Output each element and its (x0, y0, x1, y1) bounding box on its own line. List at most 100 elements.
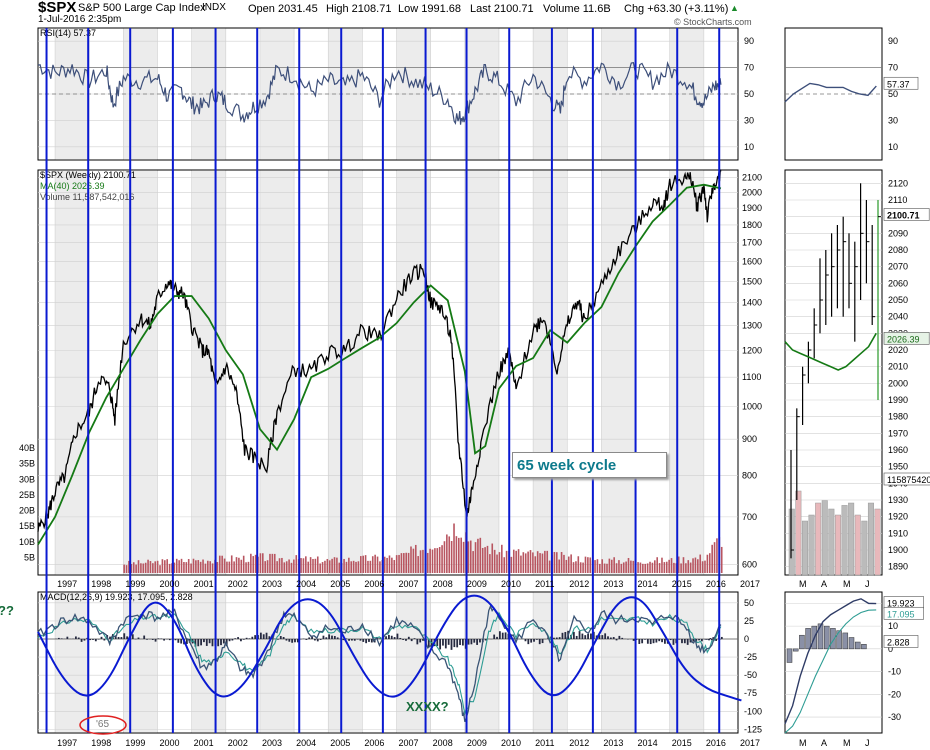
right-macd-histogram (861, 644, 867, 650)
macd-histogram-bar (598, 635, 601, 639)
macd-histogram-bar (413, 638, 416, 639)
volume-bar (697, 559, 699, 573)
volume-bar (152, 563, 154, 573)
macd-histogram-bar (681, 639, 683, 644)
volume-bar (414, 544, 417, 573)
volume-bar (300, 558, 302, 573)
volume-bar (673, 562, 675, 573)
change-up-icon: ▲ (730, 3, 739, 13)
volume-bar (708, 553, 711, 573)
macd-histogram-bar (77, 637, 80, 639)
macd-histogram-bar (575, 635, 578, 639)
macd-histogram-bar (356, 639, 359, 640)
volume-bar (711, 544, 713, 573)
macd-histogram-bar (493, 634, 496, 639)
macd-histogram-bar (581, 633, 584, 639)
volume-bar (505, 550, 508, 573)
macd-histogram-bar (652, 639, 655, 644)
volume-bar (575, 561, 577, 573)
macd-histogram-bar (618, 635, 621, 639)
volume-bar (520, 555, 522, 573)
volume-bar (319, 563, 321, 573)
macd-histogram-bar (120, 637, 123, 639)
macd-histogram-bar (131, 634, 134, 639)
volume-bar (656, 557, 658, 573)
macd-histogram-bar (203, 639, 205, 643)
volume-bar (238, 557, 240, 573)
cycle-annotation-box: 65 week cycle (512, 452, 667, 478)
volume-bar (149, 561, 152, 573)
volume-bar (183, 561, 185, 573)
volume-bar (632, 560, 635, 573)
volume-bar (589, 557, 592, 573)
volume-bar (321, 562, 324, 573)
right-month-label-price: M (799, 579, 807, 589)
price-value-tag-box (883, 208, 930, 221)
volume-bar (446, 534, 448, 573)
year-shade (259, 171, 295, 574)
right-month-label-price: J (865, 579, 870, 589)
macd-histogram-bar (686, 639, 689, 645)
right-price-tick-label: 1920 (888, 512, 908, 522)
right-macd-line (784, 598, 877, 725)
macd-histogram-bar (288, 639, 291, 642)
volume-bar (228, 561, 231, 573)
right-signal-line (784, 609, 877, 734)
volume-bar (247, 561, 250, 573)
volume-bar (374, 554, 376, 573)
macd-histogram-bar (234, 638, 237, 639)
macd-histogram-bar (319, 639, 322, 640)
volume-value-tag: 11587542016 (883, 472, 930, 486)
volume-bar (532, 552, 534, 573)
volume-bar (713, 542, 716, 573)
volume-value-tag-text: 11587542016 (887, 475, 930, 485)
macd-histogram-bar (470, 639, 473, 645)
volume-bar (135, 564, 137, 573)
macd-histogram-bar (336, 637, 339, 639)
volume-bar (625, 561, 627, 573)
volume-bar (522, 552, 525, 573)
volume-tick-label: 40B (19, 443, 35, 453)
volume-bar (453, 523, 455, 573)
macd-histogram-bar (496, 636, 498, 639)
volume-bar (553, 551, 556, 573)
volume-tick-label: 15B (19, 521, 35, 531)
volume-bar (276, 561, 278, 573)
macd-histogram-bar (705, 639, 708, 640)
volume-bar (548, 560, 551, 573)
year-label-macd: 2011 (535, 738, 554, 748)
right-rsi-line (784, 82, 877, 103)
right-volume-bar (795, 490, 802, 576)
year-shade (328, 171, 363, 574)
volume-bar (558, 559, 560, 573)
volume-bar (132, 562, 135, 573)
volume-tick-label: 10B (19, 537, 35, 547)
ma40-line (37, 183, 722, 546)
volume-bar (221, 555, 223, 573)
volume-bar (123, 564, 125, 573)
macd-histogram-bar (328, 634, 331, 639)
volume-bar (639, 562, 642, 573)
volume-bar (202, 559, 204, 573)
macd-histogram-bar (527, 639, 530, 645)
right-month-label-macd: A (821, 738, 827, 748)
year-label-macd: 2003 (262, 738, 282, 748)
year-shade (464, 171, 499, 574)
macd-value-tag-text: 19.923 (887, 599, 915, 609)
circled-annotation: '65 (96, 719, 110, 730)
volume-bar (352, 560, 355, 573)
volume-bar (357, 561, 360, 573)
year-shade (533, 171, 568, 574)
volume-bar (694, 557, 697, 573)
macd-histogram-bar (578, 631, 581, 639)
macd-histogram-bar (396, 633, 399, 639)
volume-bar (233, 561, 235, 573)
right-macd-histogram (799, 634, 805, 650)
index-name: S&P 500 Large Cap Index (78, 2, 206, 14)
price-tick-label: 800 (742, 471, 757, 481)
volume-bar (477, 538, 479, 573)
high-value: High 2108.71 (326, 3, 392, 15)
macd-histogram-bar (109, 636, 111, 639)
macd-histogram-bar (456, 639, 459, 648)
macd-histogram-bar (484, 639, 487, 641)
